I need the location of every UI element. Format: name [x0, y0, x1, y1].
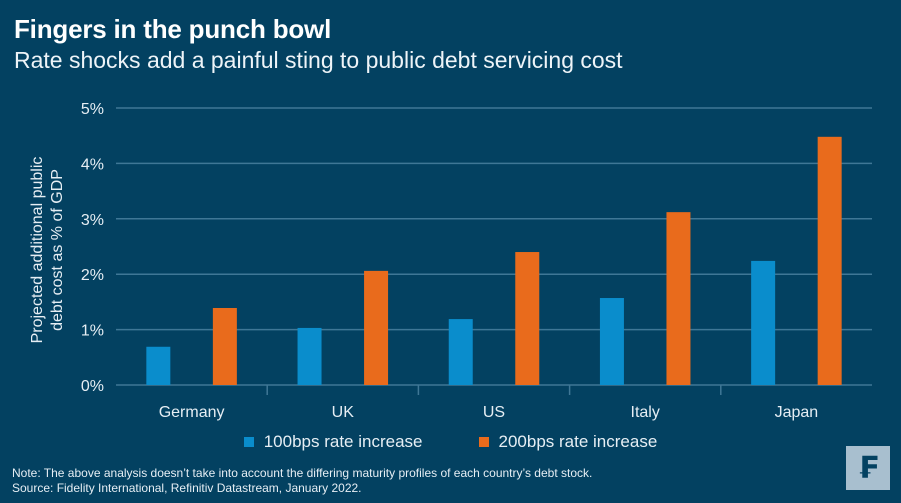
fidelity-logo-icon: ₣ — [846, 446, 890, 490]
bar-200bps-uk — [364, 270, 389, 385]
x-tick-label: Italy — [631, 404, 660, 421]
bar-100bps-uk — [297, 327, 322, 385]
y-tick-label: 1% — [81, 323, 104, 340]
legend-swatch-200bps — [478, 437, 489, 447]
x-tick-label: Japan — [775, 404, 819, 421]
x-tick-label: UK — [332, 404, 355, 421]
y-tick-label: 2% — [81, 267, 104, 284]
legend-item-100bps: 100bps rate increase — [243, 432, 423, 452]
chart-subtitle: Rate shocks add a painful sting to publi… — [14, 47, 623, 73]
bar-200bps-germany — [212, 307, 237, 385]
legend-label-100bps: 100bps rate increase — [263, 432, 423, 451]
x-tick-label: Germany — [159, 404, 225, 421]
legend: 100bps rate increase 200bps rate increas… — [0, 432, 901, 452]
note-text: Note: The above analysis doesn’t take in… — [12, 466, 593, 480]
x-tick-label: US — [483, 404, 505, 421]
footnote: Note: The above analysis doesn’t take in… — [12, 466, 592, 496]
bar-200bps-japan — [817, 136, 842, 385]
chart-title: Fingers in the punch bowl — [14, 14, 332, 44]
y-tick-label: 4% — [81, 156, 104, 173]
bar-100bps-germany — [146, 346, 171, 385]
legend-label-200bps: 200bps rate increase — [498, 432, 658, 451]
bar-100bps-japan — [751, 260, 776, 385]
bar-200bps-us — [515, 252, 540, 385]
bar-100bps-us — [448, 319, 473, 385]
y-tick-label: 5% — [81, 101, 104, 118]
legend-swatch-100bps — [243, 437, 254, 447]
bar-200bps-italy — [666, 212, 691, 385]
source-text: Source: Fidelity International, Refiniti… — [12, 481, 362, 495]
bar-chart: 0% 1% 2% 3% 4% 5% Germany UK US Italy Japan — [81, 101, 872, 421]
bar-100bps-italy — [599, 298, 624, 385]
legend-item-200bps: 200bps rate increase — [478, 432, 658, 452]
y-tick-label: 0% — [81, 378, 104, 395]
y-tick-label: 3% — [81, 212, 104, 229]
